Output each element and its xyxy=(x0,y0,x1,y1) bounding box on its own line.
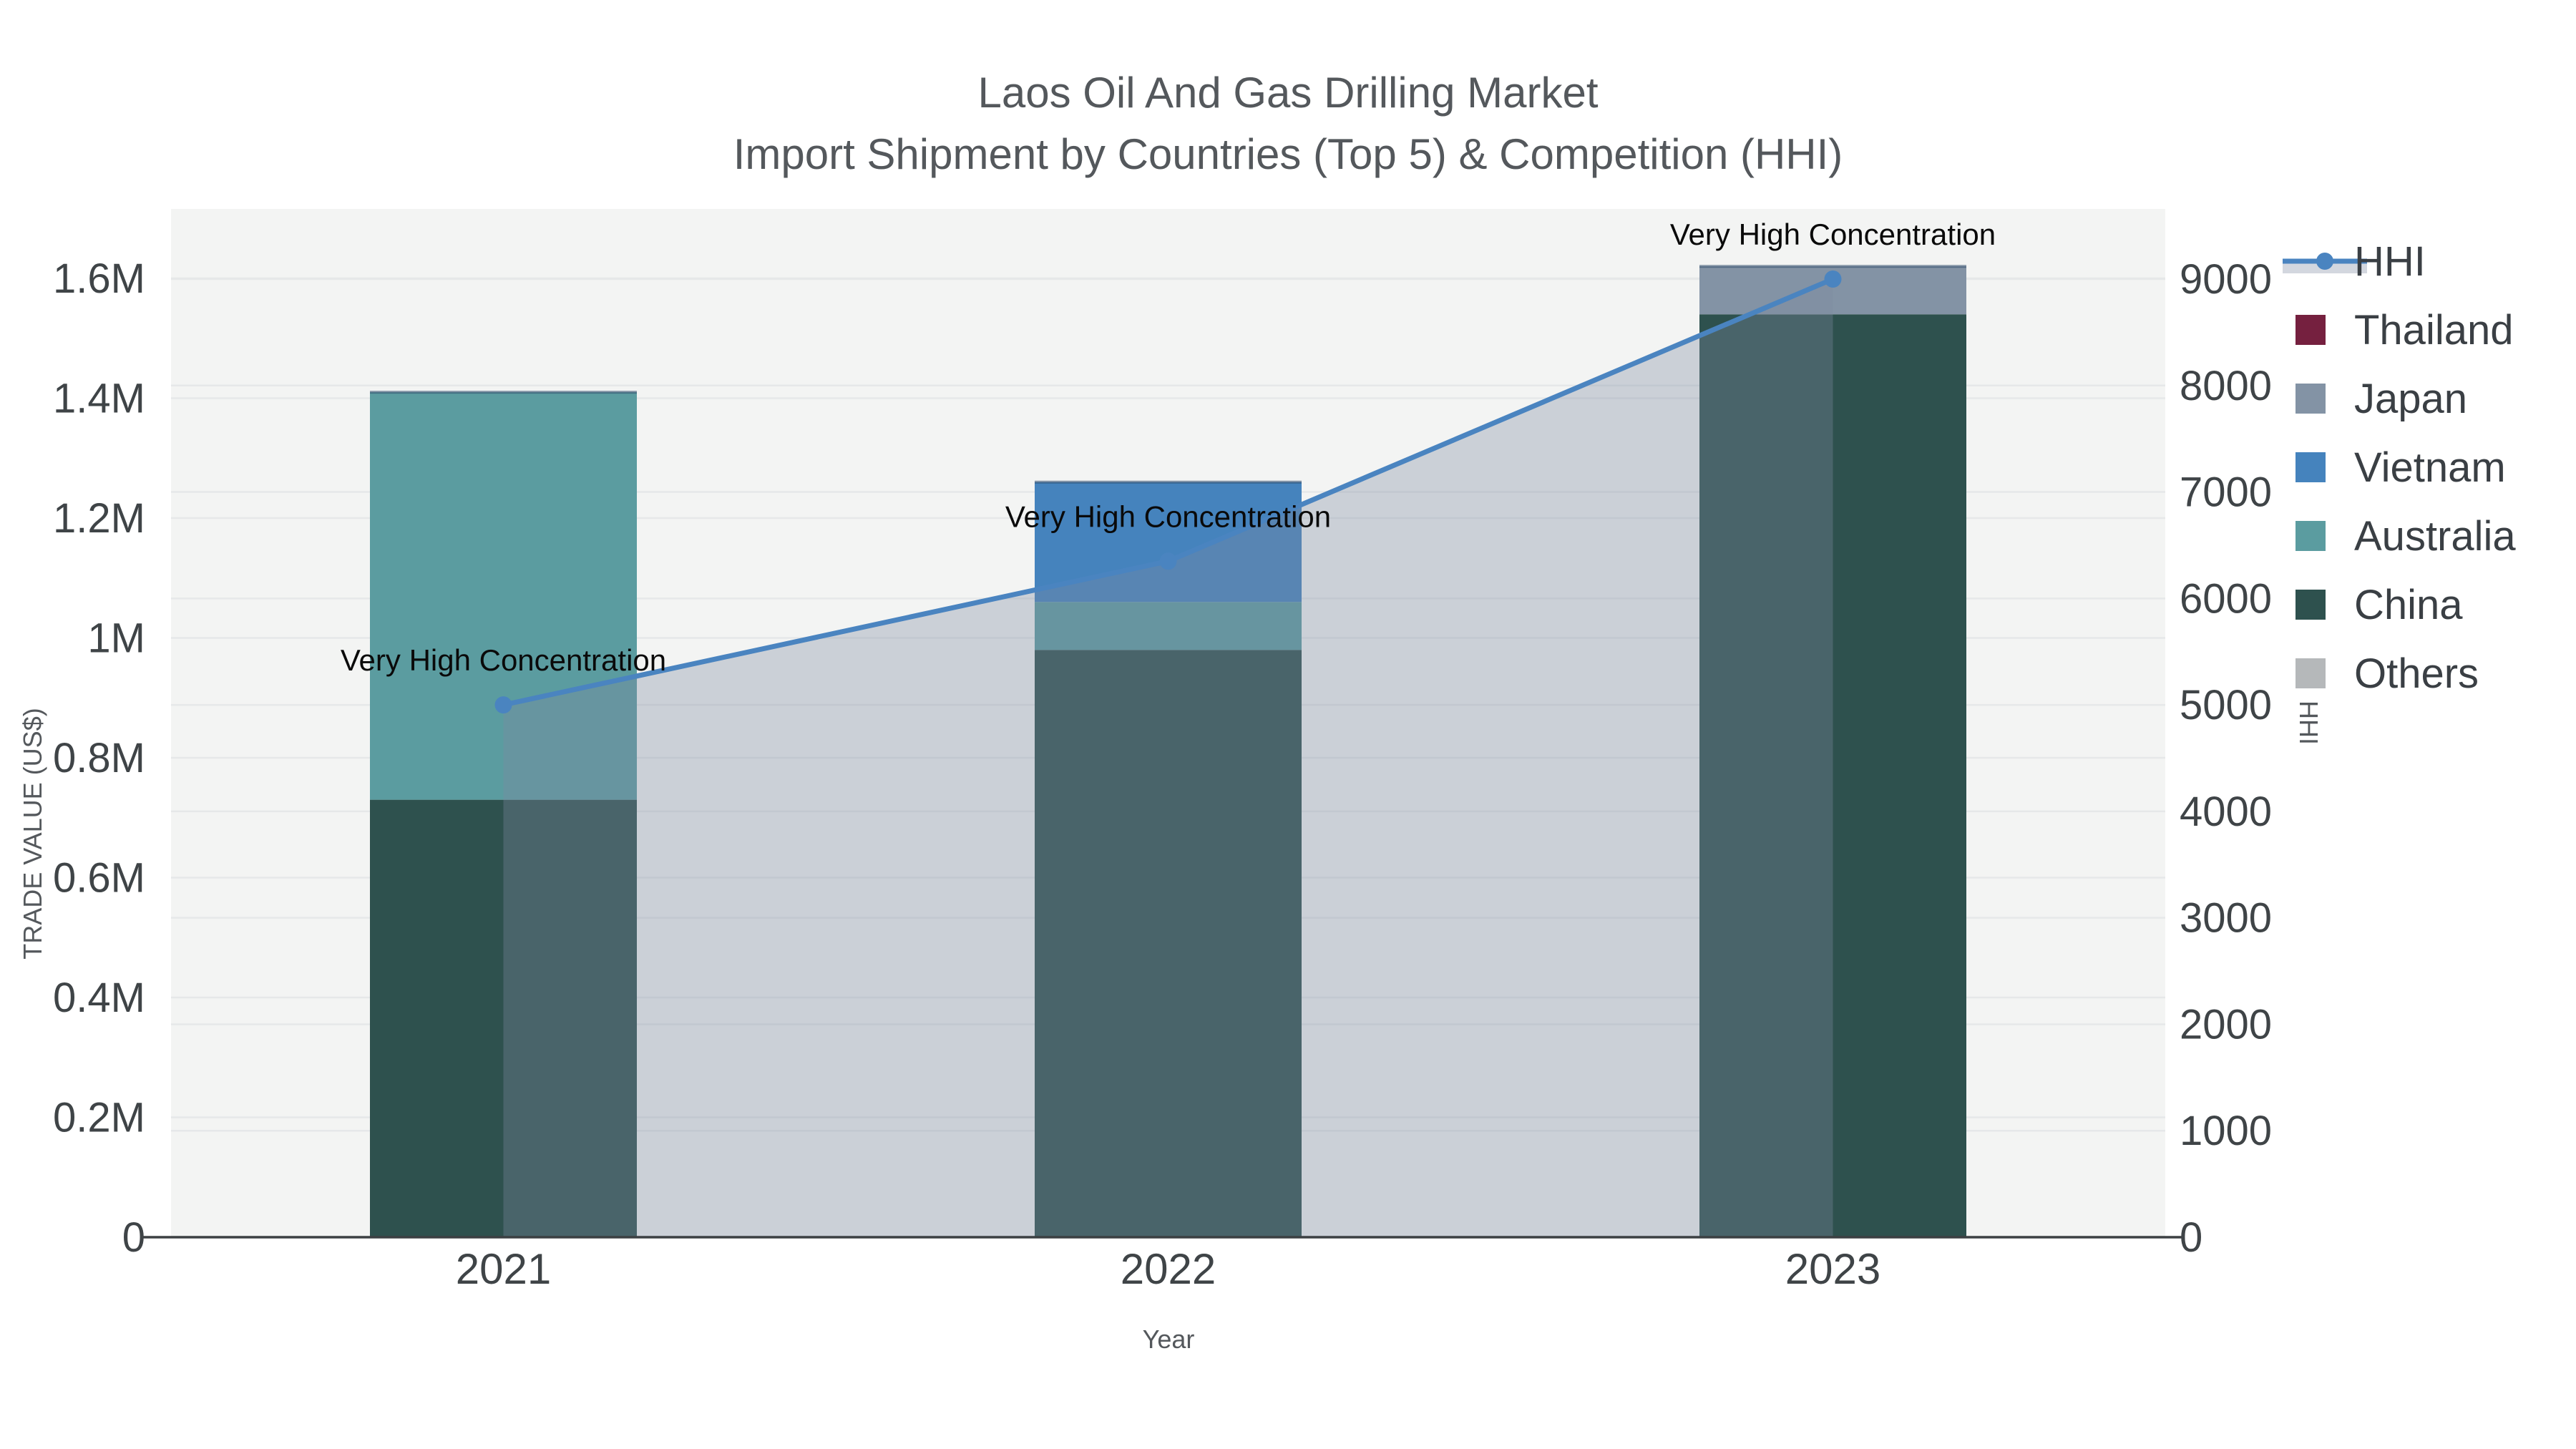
annotation-layer: Very High Concentration Very High Concent… xyxy=(341,218,1996,677)
legend-item-thailand[interactable]: Thailand xyxy=(2296,307,2513,353)
axes-layer: 0 0.2M 0.4M 0.6M 0.8M 1M 1.2M 1.4M 1.6M 0 1000 2000… xyxy=(53,255,2272,1293)
hhi-marker-2023 xyxy=(1824,270,1842,288)
y-right-tick-label: 5000 xyxy=(2180,682,2272,728)
bar-group-2022 xyxy=(1035,480,1302,1237)
y-right-tick-label: 0 xyxy=(2180,1214,2202,1261)
hhi-line-layer xyxy=(494,270,1842,714)
legend-item-vietnam[interactable]: Vietnam xyxy=(2296,444,2506,491)
legend-swatch-australia xyxy=(2296,521,2326,551)
y-right-tick-label: 3000 xyxy=(2180,895,2272,942)
y-left-tick-label: 1M xyxy=(87,615,145,662)
hhi-area-fill xyxy=(503,279,1833,1237)
legend-swatch-others xyxy=(2296,658,2326,688)
y-left-tick-label: 0.8M xyxy=(53,735,145,781)
chart-title: Laos Oil And Gas Drilling Market xyxy=(977,69,1598,117)
legend-item-australia[interactable]: Australia xyxy=(2296,513,2516,560)
y-left-tick-label: 0 xyxy=(122,1214,145,1261)
bar-segment-china-2023 xyxy=(1699,314,1966,1237)
bar-segment-australia-2022 xyxy=(1035,602,1302,650)
bar-group-2021 xyxy=(370,391,637,1237)
y-left-tick-label: 1.6M xyxy=(53,255,145,302)
chart-subtitle: Import Shipment by Countries (Top 5) & C… xyxy=(733,130,1843,178)
bar-segment-china-2021 xyxy=(370,799,637,1237)
hhi-area-layer xyxy=(503,279,1833,1237)
bar-segment-china-2022 xyxy=(1035,650,1302,1237)
x-tick-label-2021: 2021 xyxy=(456,1245,551,1293)
y-axis-left-title: TRADE VALUE (US$) xyxy=(18,708,47,959)
legend-label-australia: Australia xyxy=(2354,513,2516,560)
y-left-tick-label: 1.4M xyxy=(53,376,145,422)
legend-item-others[interactable]: Others xyxy=(2296,650,2479,697)
legend-hhi-marker xyxy=(2316,253,2333,270)
y-right-tick-label: 1000 xyxy=(2180,1108,2272,1154)
y-right-tick-label: 6000 xyxy=(2180,575,2272,622)
legend-item-japan[interactable]: Japan xyxy=(2296,376,2467,422)
x-axis-title: Year xyxy=(1143,1324,1195,1354)
legend-label-hhi: HHI xyxy=(2354,238,2426,285)
legend-swatch-japan xyxy=(2296,384,2326,414)
legend-item-hhi[interactable]: HHI xyxy=(2283,238,2426,285)
y-left-tick-label: 0.6M xyxy=(53,855,145,902)
annotation-2023: Very High Concentration xyxy=(1670,218,1996,251)
hhi-marker-2022 xyxy=(1159,552,1177,570)
y-left-tick-label: 0.2M xyxy=(53,1095,145,1141)
legend-swatch-thailand xyxy=(2296,315,2326,345)
legend-layer: HHI Thailand Japan Vietnam Australia China Oth… xyxy=(2283,238,2516,697)
bars-layer xyxy=(370,265,1966,1237)
annotation-2022: Very High Concentration xyxy=(1005,499,1331,533)
bar-segment-australia-2021 xyxy=(370,392,637,800)
bar-group-2023 xyxy=(1699,265,1966,1237)
legend-label-thailand: Thailand xyxy=(2354,307,2513,353)
legend-label-vietnam: Vietnam xyxy=(2354,444,2506,491)
y-right-tick-label: 2000 xyxy=(2180,1001,2272,1048)
y-right-tick-label: 4000 xyxy=(2180,789,2272,835)
legend-label-others: Others xyxy=(2354,650,2479,697)
legend-label-china: China xyxy=(2354,582,2463,628)
y-axis-right-title: HHI xyxy=(2294,701,2323,745)
legend-swatch-vietnam xyxy=(2296,452,2326,482)
hhi-marker-2021 xyxy=(494,696,512,714)
legend-label-japan: Japan xyxy=(2354,376,2467,422)
annotation-2021: Very High Concentration xyxy=(341,643,666,677)
x-tick-label-2023: 2023 xyxy=(1785,1245,1880,1293)
y-left-tick-label: 0.4M xyxy=(53,975,145,1021)
legend-item-china[interactable]: China xyxy=(2296,582,2463,628)
y-left-tick-label: 1.2M xyxy=(53,495,145,542)
y-right-tick-label: 7000 xyxy=(2180,469,2272,516)
legend-swatch-china xyxy=(2296,590,2326,620)
y-right-tick-label: 8000 xyxy=(2180,363,2272,409)
y-right-tick-label: 9000 xyxy=(2180,256,2272,303)
x-tick-label-2022: 2022 xyxy=(1121,1245,1216,1293)
